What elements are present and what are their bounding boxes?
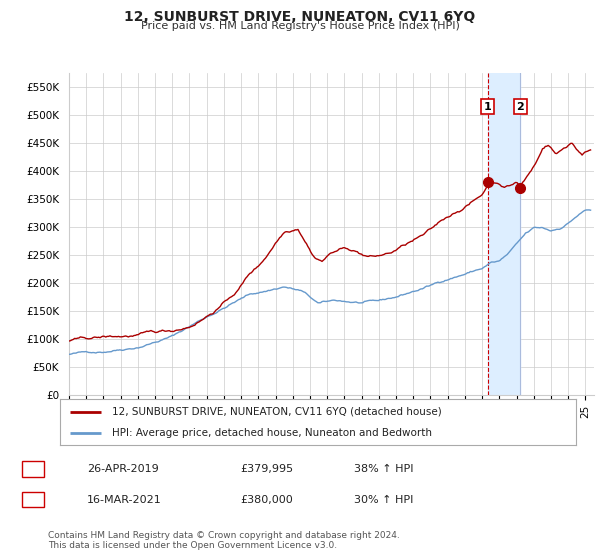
Text: 26-APR-2019: 26-APR-2019: [87, 464, 159, 474]
Text: 12, SUNBURST DRIVE, NUNEATON, CV11 6YQ (detached house): 12, SUNBURST DRIVE, NUNEATON, CV11 6YQ (…: [112, 407, 442, 417]
Bar: [488, 73, 520, 395]
Text: 2: 2: [516, 101, 524, 111]
Text: Contains HM Land Registry data © Crown copyright and database right 2024.
This d: Contains HM Land Registry data © Crown c…: [48, 531, 400, 550]
Text: 1: 1: [29, 464, 37, 474]
Text: 30% ↑ HPI: 30% ↑ HPI: [354, 494, 413, 505]
Text: £380,000: £380,000: [240, 494, 293, 505]
Text: 38% ↑ HPI: 38% ↑ HPI: [354, 464, 413, 474]
Text: 1: 1: [484, 101, 491, 111]
Text: 2: 2: [29, 494, 37, 505]
Text: Price paid vs. HM Land Registry's House Price Index (HPI): Price paid vs. HM Land Registry's House …: [140, 21, 460, 31]
Text: 12, SUNBURST DRIVE, NUNEATON, CV11 6YQ: 12, SUNBURST DRIVE, NUNEATON, CV11 6YQ: [124, 10, 476, 24]
Text: 16-MAR-2021: 16-MAR-2021: [87, 494, 162, 505]
Text: £379,995: £379,995: [240, 464, 293, 474]
Text: HPI: Average price, detached house, Nuneaton and Bedworth: HPI: Average price, detached house, Nune…: [112, 428, 431, 438]
